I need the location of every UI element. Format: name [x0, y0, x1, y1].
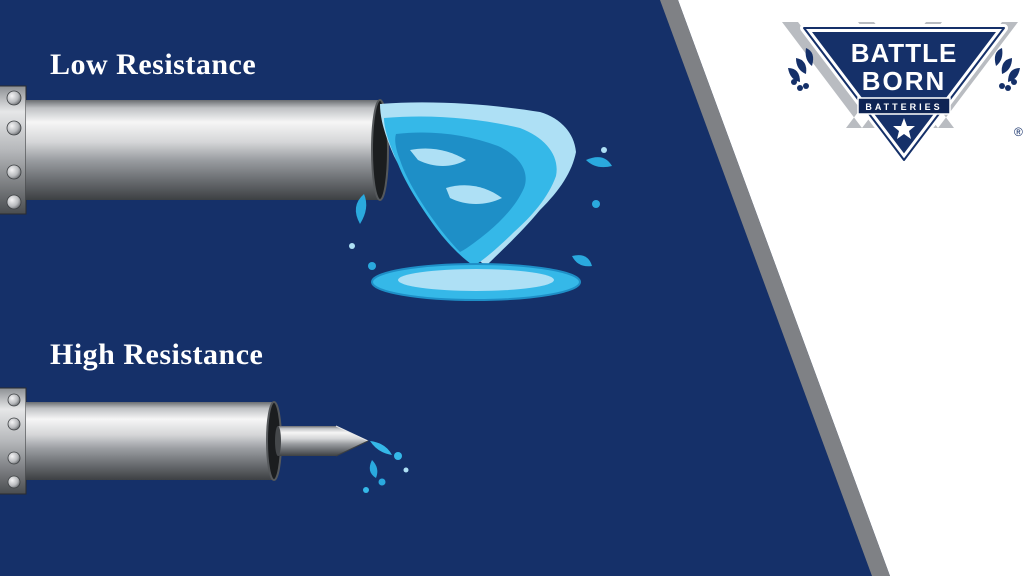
label-high-resistance: High Resistance	[50, 338, 263, 372]
high-pipe	[26, 402, 274, 480]
infographic-stage: BATTLE BORN BATTERIES ® Low Resistance H…	[0, 0, 1024, 576]
logo-text-mid: BORN	[862, 66, 947, 96]
logo-text-top: BATTLE	[851, 38, 958, 68]
logo-text-bottom: BATTERIES	[865, 102, 942, 112]
label-low-resistance: Low Resistance	[50, 48, 256, 82]
registered-mark: ®	[1014, 125, 1023, 139]
background: BATTLE BORN BATTERIES ®	[0, 0, 1024, 576]
low-pipe	[26, 100, 380, 200]
